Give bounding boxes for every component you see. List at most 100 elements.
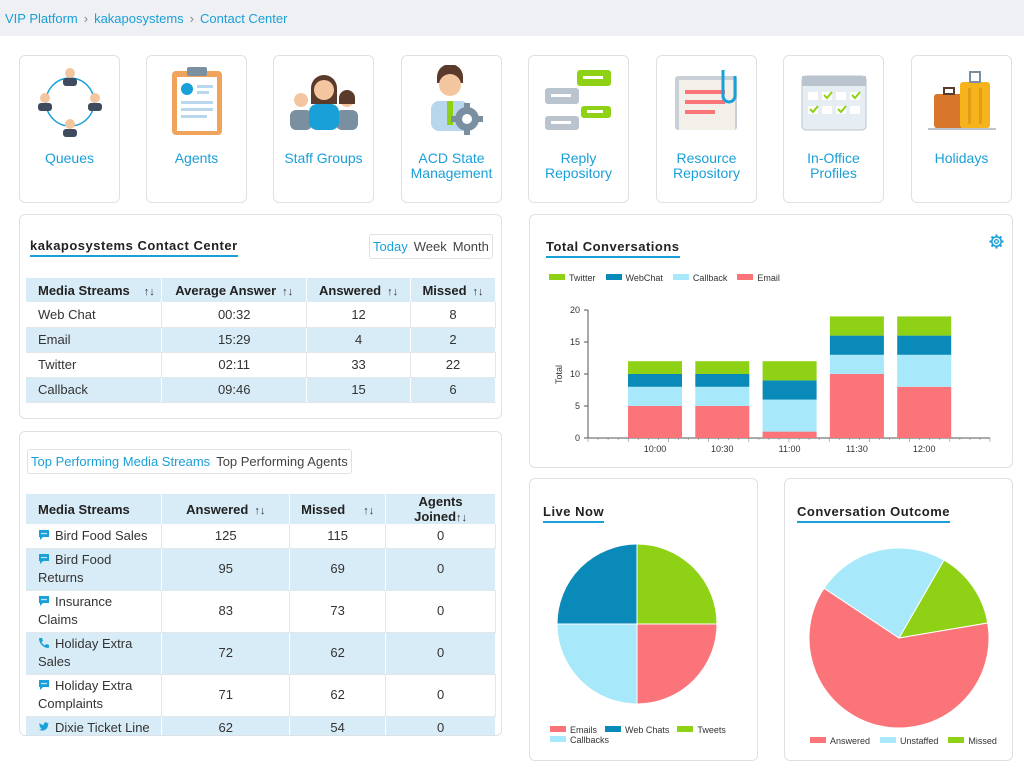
- legend-swatch: [605, 726, 622, 732]
- tile-resource-repository[interactable]: Resource Repository: [656, 55, 757, 203]
- tile-label: ACD State Management: [410, 150, 493, 181]
- cell-agents-joined: 0: [385, 590, 496, 633]
- legend-item-missed[interactable]: Missed: [948, 736, 997, 746]
- agent-gear-icon: [402, 61, 501, 141]
- cell-answered: 83: [161, 590, 291, 633]
- cell-missed: 115: [289, 524, 387, 549]
- cell-stream: Holiday Extra Complaints: [26, 674, 163, 717]
- table-row[interactable]: Insurance Claims 83 73 0: [26, 590, 496, 633]
- tile-agents[interactable]: Agents: [146, 55, 247, 203]
- table-header: Media Streams Answered ↑↓ Missed ↑↓ Agents…: [26, 494, 496, 524]
- people-network-icon: [20, 61, 119, 141]
- column-header[interactable]: Media Streams ↑↓: [26, 278, 163, 302]
- conversation-outcome-legend: Answered Unstaffed Missed: [810, 736, 997, 746]
- cell-missed: 62: [289, 674, 387, 717]
- cell-average: 02:11: [161, 352, 308, 378]
- legend-swatch: [605, 274, 622, 280]
- legend-item-callbacks[interactable]: Callbacks: [550, 735, 609, 745]
- tile-acd-state-management[interactable]: ACD State Management: [401, 55, 502, 203]
- bar-segment-webchat: [897, 335, 952, 355]
- live-now-pie-chart: [557, 544, 718, 705]
- table-row[interactable]: Email 15:29 4 2: [26, 327, 496, 353]
- column-header[interactable]: Answered ↑↓: [161, 494, 291, 524]
- contact-center-summary-panel: kakaposystems Contact Center Today Week …: [19, 214, 502, 419]
- live-now-legend: Emails Web Chats Tweets Callbacks: [550, 725, 755, 745]
- legend-item-callback[interactable]: Callback: [672, 273, 727, 283]
- bar-segment-callback: [897, 354, 952, 387]
- chat-icon: [39, 554, 49, 564]
- cell-stream: Web Chat: [26, 302, 163, 328]
- table-row[interactable]: Web Chat 00:32 12 8: [26, 302, 496, 328]
- legend-item-emails[interactable]: Emails: [550, 725, 597, 735]
- column-header[interactable]: Missed ↑↓: [289, 494, 387, 524]
- cell-answered: 95: [161, 548, 291, 591]
- pie-slice-tweets: [636, 544, 718, 625]
- tile-label: Reply Repository: [545, 150, 612, 181]
- tile-reply-repository[interactable]: Reply Repository: [528, 55, 629, 203]
- table-row[interactable]: Dixie Ticket Line 62 54 0: [26, 716, 496, 735]
- legend-item-tweets[interactable]: Tweets: [677, 725, 726, 735]
- legend-item-unstaffed[interactable]: Unstaffed: [880, 736, 938, 746]
- column-header[interactable]: Answered ↑↓: [306, 278, 412, 302]
- y-tick-label: 15: [570, 337, 580, 347]
- x-tick-label: 10:30: [711, 444, 734, 454]
- table-row[interactable]: Callback 09:46 15 6: [26, 377, 496, 403]
- period-month[interactable]: Month: [452, 239, 489, 254]
- cell-stream: Callback: [26, 377, 163, 403]
- legend-swatch: [550, 726, 566, 732]
- cell-answered: 125: [161, 524, 291, 549]
- tile-label: Resource Repository: [673, 150, 740, 181]
- bar-segment-email: [628, 406, 682, 438]
- period-today[interactable]: Today: [373, 239, 408, 254]
- legend-swatch: [948, 737, 965, 743]
- tile-staff-groups[interactable]: Staff Groups: [273, 55, 374, 203]
- table-row[interactable]: Bird Food Sales 125 115 0: [26, 524, 496, 549]
- chat-icon: [39, 529, 49, 540]
- cell-stream: Dixie Ticket Line: [26, 716, 163, 735]
- legend-item-answered[interactable]: Answered: [810, 736, 870, 746]
- column-header[interactable]: Agents Joined↑↓: [385, 494, 496, 524]
- bar-segment-webchat: [829, 335, 884, 355]
- breadcrumb-contact-center[interactable]: Contact Center: [200, 10, 288, 26]
- bar-segment-callback: [829, 354, 884, 374]
- breadcrumb-vip-platform[interactable]: VIP Platform: [5, 10, 78, 26]
- tile-in-office-profiles[interactable]: In-Office Profiles: [783, 55, 884, 203]
- bar-segment-twitter: [695, 361, 750, 374]
- tab-top-agents[interactable]: Top Performing Agents: [216, 454, 348, 469]
- calendar-check-icon: [784, 61, 883, 141]
- live-now-panel: Live Now Emails Web Chats Tweets Callbacks: [529, 478, 758, 761]
- legend-item-webchat[interactable]: WebChat: [605, 273, 663, 283]
- column-header[interactable]: Missed ↑↓: [410, 278, 496, 302]
- luggage-icon: [912, 61, 1011, 141]
- tile-holidays[interactable]: Holidays: [911, 55, 1012, 203]
- legend-item-twitter[interactable]: Twitter: [549, 273, 596, 283]
- table-row[interactable]: Holiday Extra Complaints 71 62 0: [26, 674, 496, 717]
- conversation-outcome-pie-chart: [809, 548, 989, 728]
- cell-missed: 6: [410, 377, 496, 403]
- cell-answered: 33: [306, 352, 412, 378]
- tab-top-media-streams[interactable]: Top Performing Media Streams: [31, 454, 211, 469]
- x-tick-label: 11:00: [779, 444, 801, 454]
- table-row[interactable]: Holiday Extra Sales 72 62 0: [26, 632, 496, 675]
- period-week[interactable]: Week: [413, 239, 447, 254]
- cell-stream: Insurance Claims: [26, 590, 163, 633]
- bar-segment-webchat: [628, 374, 682, 387]
- total-conversations-panel: Total Conversations Twitter WebChat Callba…: [529, 214, 1013, 468]
- pie-slice-unstaffed: [823, 548, 945, 639]
- column-header[interactable]: Media Streams: [26, 494, 163, 524]
- bar-segment-twitter: [897, 316, 952, 336]
- breadcrumb-kakaposystems[interactable]: kakaposystems: [94, 10, 184, 26]
- x-tick-label: 10:00: [644, 444, 667, 454]
- gear-icon[interactable]: [989, 234, 1004, 249]
- legend-item-web-chats[interactable]: Web Chats: [605, 725, 669, 735]
- bar-segment-callback: [762, 399, 817, 432]
- cell-stream: Holiday Extra Sales: [26, 632, 163, 675]
- column-header[interactable]: Average Answer ↑↓: [161, 278, 308, 302]
- tile-queues[interactable]: Queues: [19, 55, 120, 203]
- legend-item-email[interactable]: Email: [737, 273, 780, 283]
- table-row[interactable]: Bird Food Returns 95 69 0: [26, 548, 496, 591]
- bar-segment-email: [829, 374, 884, 438]
- table-row[interactable]: Twitter 02:11 33 22: [26, 352, 496, 378]
- conversation-outcome-title: Conversation Outcome: [797, 504, 951, 523]
- bar-segment-twitter: [762, 361, 817, 381]
